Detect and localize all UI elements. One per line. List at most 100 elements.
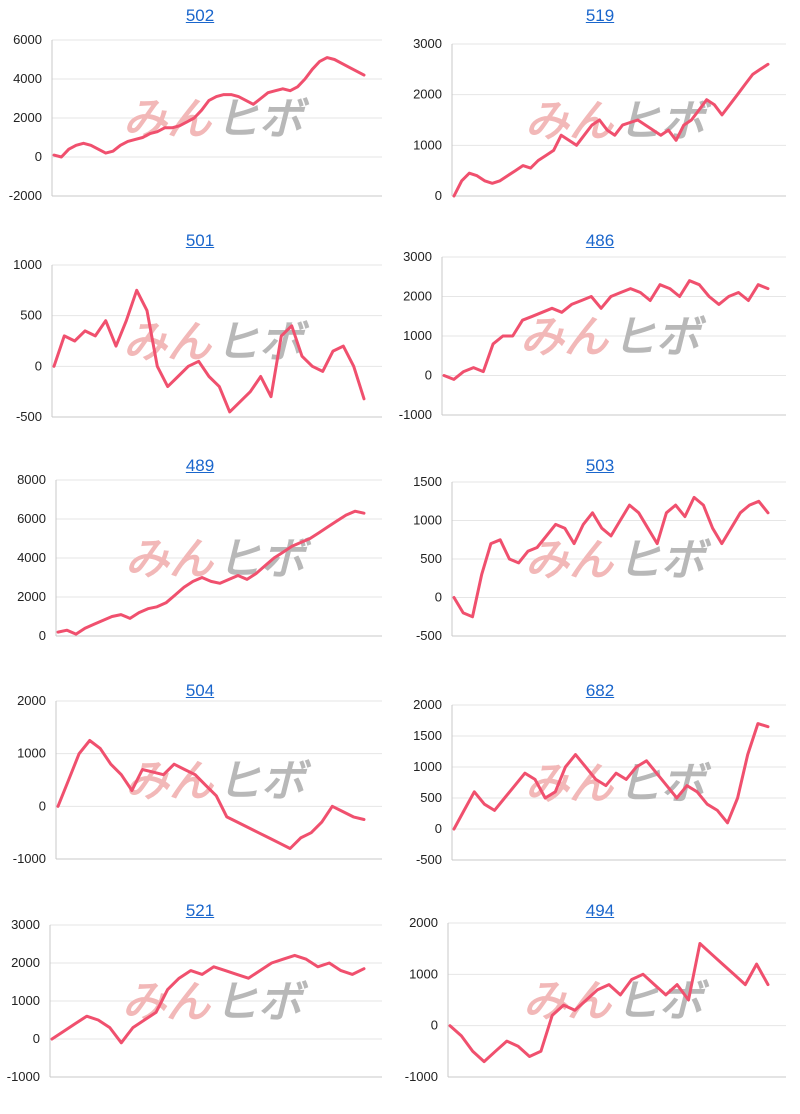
y-tick-label: -1000 <box>13 851 46 866</box>
svg-text:みん: みん <box>525 535 615 586</box>
y-tick-label: 500 <box>420 551 442 566</box>
chart-panel: 503 -500 0 500 1000 1500 みん ヒボ <box>400 450 800 669</box>
chart-title-link[interactable]: 682 <box>585 681 615 700</box>
y-tick-label: 0 <box>435 188 442 203</box>
svg-text:ヒボ: ヒボ <box>215 94 310 145</box>
y-tick-label: 1000 <box>413 137 442 152</box>
watermark-logo: みん ヒボ <box>123 317 310 368</box>
y-tick-label: 2000 <box>13 110 42 125</box>
line-chart: -500 0 500 1000 1500 2000 みん ヒボ <box>413 697 786 867</box>
y-tick-label: 1000 <box>17 746 46 761</box>
svg-text:ヒボ: ヒボ <box>612 312 707 363</box>
svg-text:みん: みん <box>125 534 215 585</box>
line-chart: -2000 0 2000 4000 6000 みん ヒボ <box>9 32 382 203</box>
svg-text:みん: みん <box>523 976 613 1027</box>
watermark-logo: みん ヒボ <box>520 312 707 363</box>
series-line <box>442 279 770 381</box>
y-tick-label: -500 <box>16 409 42 424</box>
chart-panel: 489 0 2000 4000 6000 8000 みん ヒボ <box>0 450 400 669</box>
y-tick-label: 0 <box>431 1018 438 1033</box>
y-tick-label: 2000 <box>17 589 46 604</box>
chart-panel: 501 -500 0 500 1000 みん ヒボ <box>0 225 400 444</box>
watermark-logo: みん ヒボ <box>525 759 712 810</box>
watermark-logo: みん ヒボ <box>525 535 712 586</box>
y-tick-label: 1000 <box>11 993 40 1008</box>
svg-text:ヒボ: ヒボ <box>215 317 310 368</box>
svg-text:みん: みん <box>122 977 212 1028</box>
series-line <box>52 288 366 414</box>
y-tick-label: 500 <box>20 308 42 323</box>
y-tick-label: -1000 <box>399 407 432 422</box>
y-tick-label: -1000 <box>7 1069 40 1084</box>
chart-panel: 494 -1000 0 1000 2000 みん ヒボ <box>400 895 800 1114</box>
watermark-logo: みん ヒボ <box>123 94 310 145</box>
y-tick-label: 0 <box>35 358 42 373</box>
chart-title-link[interactable]: 489 <box>185 456 215 475</box>
y-tick-label: 2000 <box>403 289 432 304</box>
chart-title-link[interactable]: 504 <box>185 681 215 700</box>
chart-title-link[interactable]: 521 <box>185 901 215 920</box>
chart-title-link[interactable]: 501 <box>185 231 215 250</box>
y-tick-label: 0 <box>435 590 442 605</box>
series-line <box>50 953 366 1045</box>
y-tick-label: 0 <box>39 798 46 813</box>
line-chart: -1000 0 1000 2000 3000 みん ヒボ <box>399 249 786 422</box>
chart-panel: 521 -1000 0 1000 2000 3000 みん ヒボ <box>0 895 400 1114</box>
series-line <box>56 509 366 636</box>
y-tick-label: 2000 <box>413 697 442 712</box>
y-tick-label: 1000 <box>403 328 432 343</box>
y-tick-label: 2000 <box>409 915 438 930</box>
chart-panel: 504 -1000 0 1000 2000 みん ヒボ <box>0 675 400 894</box>
y-tick-label: -500 <box>416 852 442 867</box>
watermark-logo: みん ヒボ <box>122 977 309 1028</box>
chart-title-link[interactable]: 502 <box>185 6 215 25</box>
chart-panel: 682 -500 0 500 1000 1500 2000 みん ヒボ <box>400 675 800 894</box>
svg-text:ヒボ: ヒボ <box>617 535 712 586</box>
chart-panel: 519 0 1000 2000 3000 みん ヒボ <box>400 0 800 219</box>
y-tick-label: 0 <box>33 1031 40 1046</box>
series-line <box>452 495 770 619</box>
y-tick-label: 4000 <box>17 550 46 565</box>
y-tick-label: 1500 <box>413 728 442 743</box>
y-tick-label: 1500 <box>413 474 442 489</box>
y-tick-label: 3000 <box>11 917 40 932</box>
chart-title-link[interactable]: 503 <box>585 456 615 475</box>
y-tick-label: 6000 <box>13 32 42 47</box>
y-tick-label: 2000 <box>17 693 46 708</box>
svg-text:みん: みん <box>525 759 615 810</box>
svg-text:ヒボ: ヒボ <box>615 976 710 1027</box>
y-tick-label: 3000 <box>403 249 432 264</box>
svg-text:みん: みん <box>123 317 213 368</box>
svg-text:ヒボ: ヒボ <box>217 756 312 807</box>
chart-title-link[interactable]: 519 <box>585 6 615 25</box>
series-line <box>452 62 770 198</box>
series-line <box>52 56 366 159</box>
y-tick-label: 2000 <box>413 87 442 102</box>
y-tick-label: 0 <box>435 821 442 836</box>
line-chart: 0 1000 2000 3000 みん ヒボ <box>413 36 786 203</box>
y-tick-label: -2000 <box>9 188 42 203</box>
y-tick-label: 1000 <box>13 257 42 272</box>
svg-text:ヒボ: ヒボ <box>214 977 309 1028</box>
chart-panel: 486 -1000 0 1000 2000 3000 みん ヒボ <box>399 225 800 444</box>
line-chart: -1000 0 1000 2000 3000 みん ヒボ <box>7 917 382 1084</box>
y-tick-label: 500 <box>420 790 442 805</box>
chart-panel: 502 -2000 0 2000 4000 6000 みん ヒボ <box>0 0 400 219</box>
y-tick-label: 0 <box>425 368 432 383</box>
line-chart: 0 2000 4000 6000 8000 みん ヒボ <box>17 472 382 643</box>
chart-title-link[interactable]: 486 <box>585 231 615 250</box>
chart-title-link[interactable]: 494 <box>585 901 615 920</box>
y-tick-label: 2000 <box>11 955 40 970</box>
y-tick-label: 0 <box>39 628 46 643</box>
y-tick-label: 6000 <box>17 511 46 526</box>
watermark-logo: みん ヒボ <box>523 976 710 1027</box>
series-line <box>448 942 770 1064</box>
line-chart: -500 0 500 1000 みん ヒボ <box>13 257 382 424</box>
series-line <box>56 739 366 850</box>
line-chart: -500 0 500 1000 1500 みん ヒボ <box>413 474 786 643</box>
y-tick-label: 0 <box>35 149 42 164</box>
watermark-logo: みん ヒボ <box>525 96 712 147</box>
y-tick-label: 1000 <box>409 966 438 981</box>
